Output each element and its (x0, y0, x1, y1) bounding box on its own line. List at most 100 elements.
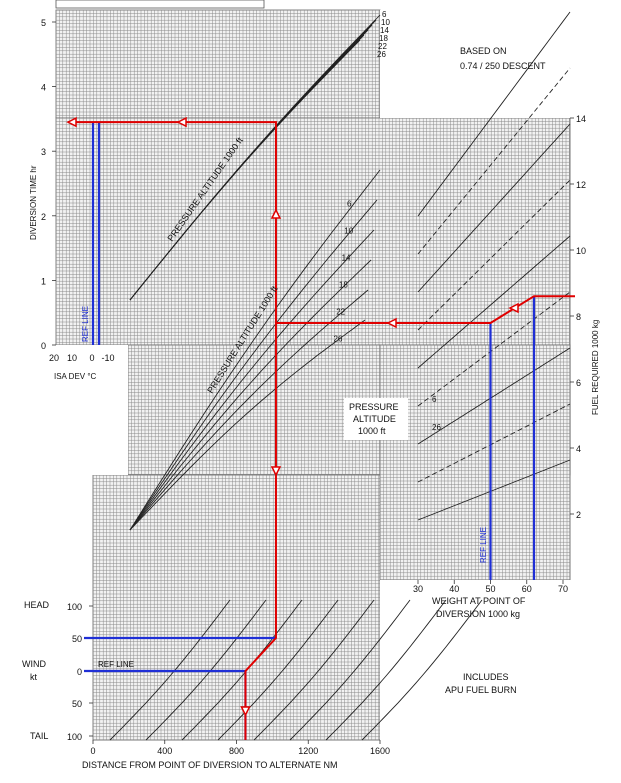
arrow-air-down (270, 466, 282, 477)
fuel-curve-5 (417, 235, 571, 369)
top-right-blank (380, 10, 620, 118)
fuel-tick-label-14: 14 (576, 114, 586, 124)
wind-tick-label-1: 50 (72, 634, 82, 644)
wind-curve-6 (289, 599, 411, 741)
bottom-right-blank (380, 580, 620, 783)
pressure-box-line1: PRESSURE (349, 402, 399, 412)
time-tick-label-0: 0 (41, 341, 46, 351)
weight-axis-label-1: WEIGHT AT POINT OF (432, 596, 526, 606)
fuel-ref-line-label: REF LINE (479, 527, 488, 563)
fuel-tick-label-10: 10 (576, 246, 586, 256)
time-curve-value-18: 18 (379, 34, 388, 43)
weight-tick-label-30: 30 (413, 584, 423, 594)
distance-curve-value-18: 18 (339, 280, 348, 289)
example-main-path (68, 121, 277, 740)
wind-tick-label-4: 100 (67, 732, 82, 742)
wind-grid (92, 474, 381, 741)
distance-curve-value-10: 10 (344, 226, 353, 235)
wind-tick-label-0: 100 (67, 602, 82, 612)
pressure-box-line2: ALTITUDE (353, 414, 396, 424)
fuel-curve-value-26: 26 (432, 423, 441, 432)
time-upper-grid-lines (55, 9, 380, 118)
time-curve-value-22: 22 (378, 42, 387, 51)
isa-blank (0, 345, 128, 475)
fuel-curve-9 (417, 11, 571, 217)
distance-curve-value-6: 6 (347, 199, 352, 208)
wind-label: WIND (22, 659, 46, 669)
time-curve-value-10: 10 (381, 18, 390, 27)
fuel-curve-3 (417, 347, 571, 445)
wind-curve-1 (109, 599, 231, 741)
distance-curve-value-14: 14 (342, 253, 351, 262)
distance-tick-label-800: 800 (229, 746, 244, 756)
time-ref-line-label: REF LINE (81, 306, 90, 342)
time-axis-label: DIVERSION TIME hr (29, 165, 38, 240)
wind-unit: kt (30, 672, 38, 682)
arrow-air-up (270, 208, 282, 219)
distance-tick-label-0: 0 (90, 746, 95, 756)
distance-curve-6 (129, 169, 381, 531)
wind-ref-line-label: REF LINE (98, 660, 134, 669)
distance-curve-14 (129, 229, 375, 531)
time-curve-value-14: 14 (380, 26, 389, 35)
wind-tick-label-3: 50 (72, 699, 82, 709)
wind-curve-4 (217, 599, 339, 741)
time-main-grid (55, 117, 571, 346)
weight-axis-label-2: DIVERSION 1000 kg (436, 609, 520, 619)
pressure-altitude-box: PRESSURE ALTITUDE 1000 ft (344, 398, 408, 440)
weight-tick-label-50: 50 (485, 584, 495, 594)
arrow-time-end (66, 116, 77, 128)
time-curve-26 (129, 39, 361, 301)
distance-tick-label-400: 400 (157, 746, 172, 756)
weight-tick-label-40: 40 (449, 584, 459, 594)
time-main-grid-lines (55, 117, 570, 345)
head-label: HEAD (24, 600, 50, 610)
fuel-tick-label-4: 4 (576, 444, 581, 454)
fuel-tick-label-6: 6 (576, 378, 581, 388)
distance-tick-label-1200: 1200 (298, 746, 318, 756)
distance-curve-value-22: 22 (336, 307, 345, 316)
includes-line1: INCLUDES (463, 672, 509, 682)
time-tick-label-3: 3 (41, 147, 46, 157)
wind-tick-label-2: 0 (77, 667, 82, 677)
fuel-axis-label: FUEL REQUIRED 1000 kg (591, 320, 600, 415)
isa-tick-label-3: -10 (101, 353, 114, 363)
arrow-ground (240, 706, 251, 717)
time-tick-label-4: 4 (41, 83, 46, 93)
time-tick-label-5: 5 (41, 18, 46, 28)
fuel-lower-grid (379, 344, 571, 581)
time-upper-grid (55, 9, 381, 119)
distance-curve-26 (129, 319, 366, 531)
fuel-tick-label-2: 2 (576, 510, 581, 520)
fuel-tick-label-8: 8 (576, 312, 581, 322)
fuel-curve-2 (417, 403, 571, 483)
pressure-box-line3: 1000 ft (358, 426, 386, 436)
arrow-fuel-right (508, 302, 519, 314)
fuel-tick-label-12: 12 (576, 180, 586, 190)
top-box (55, 0, 265, 9)
isa-tick-label-1: 10 (67, 353, 77, 363)
distance-curve-10 (129, 199, 378, 531)
arrow-fuel-mid (386, 317, 397, 329)
distance-axis-label: DISTANCE FROM POINT OF DIVERSION TO ALTE… (82, 760, 338, 770)
fuel-curve-6 (417, 179, 571, 331)
wind-curve-5 (253, 599, 375, 741)
includes-line2: APU FUEL BURN (445, 685, 517, 695)
time-curve-value-6: 6 (382, 10, 387, 19)
wind-curve-2 (145, 599, 267, 741)
based-on-line1: BASED ON (460, 46, 507, 56)
fuel-curve-7 (417, 123, 571, 293)
fuel-curve-value-6: 6 (432, 395, 437, 404)
wind-curve-7 (325, 599, 447, 741)
fuel-lower-grid-lines (379, 344, 570, 580)
time-curve-value-26: 26 (377, 50, 386, 59)
fuel-curve-8 (417, 67, 571, 255)
isa-tick-label-0: 20 (49, 353, 59, 363)
time-tick-label-2: 2 (41, 212, 46, 222)
distance-curve-22 (129, 289, 369, 531)
time-tick-label-1: 1 (41, 276, 46, 286)
tail-label: TAIL (30, 731, 48, 741)
weight-tick-label-70: 70 (558, 584, 568, 594)
based-on-line2: 0.74 / 250 DESCENT (460, 61, 546, 71)
